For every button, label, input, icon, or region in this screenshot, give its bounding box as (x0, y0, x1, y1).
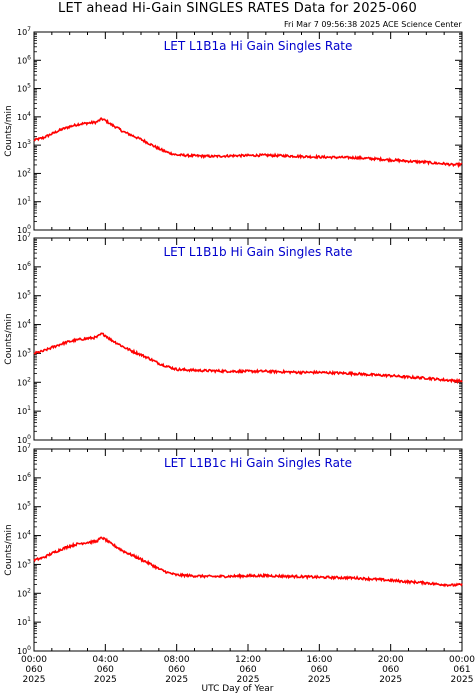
panel-frame-3 (33, 448, 463, 652)
y-tick-label: 105 (17, 290, 31, 301)
x-tick-label: 2025 (308, 675, 331, 685)
x-tick-label: 061 (453, 665, 470, 675)
x-tick-label: 060 (311, 665, 328, 675)
x-tick-label: 12:00 (235, 655, 261, 665)
x-tick-label: 04:00 (92, 655, 118, 665)
panel-frame-1 (33, 31, 463, 231)
y-tick-label: 101 (17, 196, 31, 207)
x-tick-label: 2025 (379, 675, 402, 685)
x-tick-label: 060 (25, 665, 42, 675)
chart-main-title: LET ahead Hi-Gain SINGLES RATES Data for… (58, 1, 417, 16)
y-axis-label-2: Counts/min (4, 313, 14, 364)
x-tick-label: 060 (382, 665, 399, 675)
x-tick-label: 00:00 (21, 655, 47, 665)
y-tick-label: 105 (17, 83, 31, 94)
y-tick-label: 101 (17, 616, 31, 627)
series-line-3 (33, 536, 463, 588)
generated-timestamp: Fri Mar 7 09:56:38 2025 ACE Science Cent… (284, 20, 462, 29)
panel-title-1: LET L1B1a Hi Gain Singles Rate (164, 39, 353, 53)
x-tick-label: 2025 (237, 675, 260, 685)
x-tick-label: 2025 (94, 675, 117, 685)
y-tick-label: 107 (17, 443, 31, 454)
y-tick-label: 106 (17, 54, 31, 65)
y-axis-label-3: Counts/min (4, 524, 14, 575)
series-line-2 (33, 332, 463, 385)
x-tick-label: 060 (168, 665, 185, 675)
y-tick-label: 104 (17, 319, 31, 330)
x-tick-label: 060 (239, 665, 256, 675)
panel-title-2: LET L1B1b Hi Gain Singles Rate (163, 245, 352, 259)
y-tick-label: 105 (17, 501, 31, 512)
x-tick-label: 20:00 (378, 655, 404, 665)
y-tick-label: 106 (17, 472, 31, 483)
y-tick-label: 103 (17, 347, 31, 358)
y-tick-label: 107 (17, 232, 31, 243)
y-tick-label: 104 (17, 111, 31, 122)
y-tick-label: 102 (17, 167, 31, 178)
y-tick-label: 101 (17, 405, 31, 416)
x-tick-label: 2025 (23, 675, 46, 685)
y-tick-label: 104 (17, 530, 31, 541)
panel-frame-2 (33, 237, 463, 441)
x-tick-label: 2025 (451, 675, 474, 685)
y-tick-label: 107 (17, 26, 31, 37)
series-line-1 (33, 117, 463, 169)
x-tick-label: 00:00 (449, 655, 475, 665)
y-tick-label: 103 (17, 139, 31, 150)
x-tick-label: 08:00 (164, 655, 190, 665)
panel-title-3: LET L1B1c Hi Gain Singles Rate (164, 456, 352, 470)
y-tick-label: 100 (17, 434, 31, 445)
x-tick-label: 2025 (165, 675, 188, 685)
y-tick-label: 103 (17, 558, 31, 569)
y-tick-label: 100 (17, 645, 31, 656)
x-axis-title: UTC Day of Year (201, 684, 274, 694)
x-tick-label: 16:00 (306, 655, 332, 665)
x-tick-label: 060 (97, 665, 114, 675)
y-tick-label: 100 (17, 224, 31, 235)
y-tick-label: 102 (17, 376, 31, 387)
y-axis-label-1: Counts/min (4, 105, 14, 156)
y-tick-label: 102 (17, 587, 31, 598)
y-tick-label: 106 (17, 261, 31, 272)
